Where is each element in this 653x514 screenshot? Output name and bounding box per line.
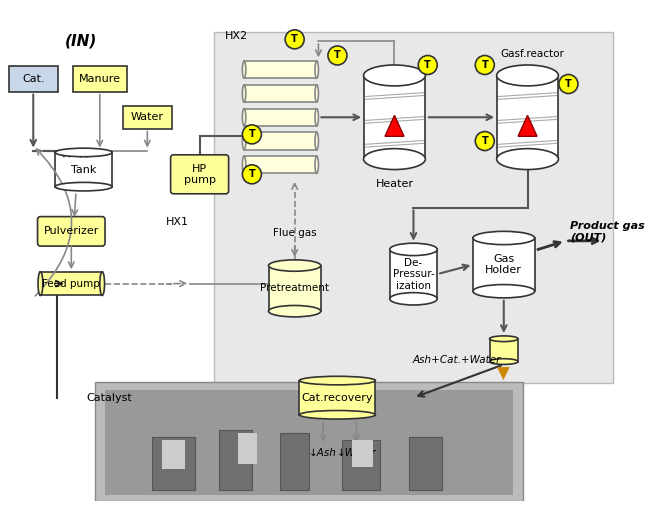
Text: T: T (481, 60, 488, 70)
Bar (104, 390, 513, 494)
Bar (244, 133, 317, 150)
Bar (161, 440, 185, 469)
Bar (352, 439, 373, 467)
Text: Ash+Cat.+Water: Ash+Cat.+Water (412, 355, 500, 364)
Text: ▼: ▼ (498, 365, 510, 383)
FancyBboxPatch shape (8, 66, 58, 92)
Ellipse shape (55, 182, 112, 191)
Bar (238, 433, 257, 464)
Bar (244, 156, 317, 173)
FancyBboxPatch shape (214, 32, 613, 383)
Circle shape (559, 75, 578, 94)
Text: Flue gas: Flue gas (273, 228, 317, 238)
Text: Tank: Tank (71, 164, 97, 175)
Ellipse shape (315, 109, 319, 126)
Ellipse shape (490, 359, 518, 364)
Bar (409, 437, 442, 490)
Circle shape (475, 132, 494, 151)
Ellipse shape (242, 85, 246, 102)
Circle shape (285, 30, 304, 49)
Polygon shape (518, 115, 537, 136)
Ellipse shape (38, 272, 43, 296)
Text: T: T (249, 130, 255, 139)
Ellipse shape (300, 376, 375, 385)
Text: Water: Water (131, 112, 164, 122)
FancyBboxPatch shape (170, 155, 229, 194)
Bar (490, 339, 518, 361)
Bar (280, 433, 309, 490)
Ellipse shape (100, 272, 104, 296)
Ellipse shape (390, 292, 438, 305)
Ellipse shape (315, 85, 319, 102)
Bar (342, 440, 380, 490)
Text: T: T (481, 136, 488, 146)
Text: Pretreatment: Pretreatment (260, 283, 329, 293)
FancyBboxPatch shape (37, 216, 105, 246)
Bar (268, 266, 321, 311)
Text: T: T (565, 79, 572, 89)
Ellipse shape (242, 156, 246, 173)
Ellipse shape (473, 285, 535, 298)
Ellipse shape (497, 149, 558, 170)
Text: HX1: HX1 (167, 217, 189, 227)
Text: Gasf.reactor: Gasf.reactor (500, 49, 564, 59)
Ellipse shape (242, 133, 246, 150)
Circle shape (328, 46, 347, 65)
Ellipse shape (490, 336, 518, 342)
Bar (40, 272, 102, 296)
Ellipse shape (242, 109, 246, 126)
Bar (244, 109, 317, 126)
Circle shape (242, 165, 261, 184)
Text: ↓Ash: ↓Ash (310, 448, 337, 458)
Text: De-
Pressur-
ization: De- Pressur- ization (392, 258, 434, 291)
Circle shape (242, 125, 261, 144)
Text: HP
pump: HP pump (183, 163, 215, 185)
Ellipse shape (268, 305, 321, 317)
Bar (497, 76, 558, 159)
Bar (364, 76, 425, 159)
Text: T: T (249, 169, 255, 179)
Text: Pulverizer: Pulverizer (44, 226, 99, 236)
Ellipse shape (473, 231, 535, 245)
Ellipse shape (315, 61, 319, 78)
Ellipse shape (364, 65, 425, 86)
Ellipse shape (300, 411, 375, 419)
Bar (473, 238, 535, 291)
Bar (55, 153, 112, 187)
FancyBboxPatch shape (123, 106, 172, 128)
Polygon shape (385, 115, 404, 136)
Text: Cat.: Cat. (22, 74, 44, 84)
Bar (244, 85, 317, 102)
Text: Product gas
(OUT): Product gas (OUT) (570, 221, 645, 242)
Bar (219, 430, 252, 490)
Text: ↓Water: ↓Water (337, 448, 376, 458)
Text: Gas
Holder: Gas Holder (485, 254, 522, 276)
Bar (95, 382, 523, 501)
Bar (390, 249, 438, 299)
Ellipse shape (315, 133, 319, 150)
Circle shape (475, 56, 494, 75)
Text: T: T (424, 60, 431, 70)
Bar (244, 61, 317, 78)
Text: T: T (291, 34, 298, 44)
Text: Manure: Manure (79, 74, 121, 84)
Bar (152, 437, 195, 490)
Text: Feed pump: Feed pump (42, 279, 100, 289)
FancyBboxPatch shape (72, 66, 127, 92)
Ellipse shape (364, 149, 425, 170)
Text: (IN): (IN) (65, 34, 97, 49)
Circle shape (418, 56, 438, 75)
Text: HX2: HX2 (225, 31, 248, 42)
Ellipse shape (268, 260, 321, 271)
Text: T: T (334, 50, 341, 61)
Text: Cat.recovery: Cat.recovery (302, 393, 373, 402)
Ellipse shape (497, 65, 558, 86)
Text: Heater: Heater (375, 179, 413, 189)
Ellipse shape (390, 243, 438, 255)
Ellipse shape (242, 61, 246, 78)
Bar (300, 380, 375, 415)
Ellipse shape (55, 148, 112, 157)
Text: Catalyst: Catalyst (86, 393, 132, 402)
Ellipse shape (315, 156, 319, 173)
